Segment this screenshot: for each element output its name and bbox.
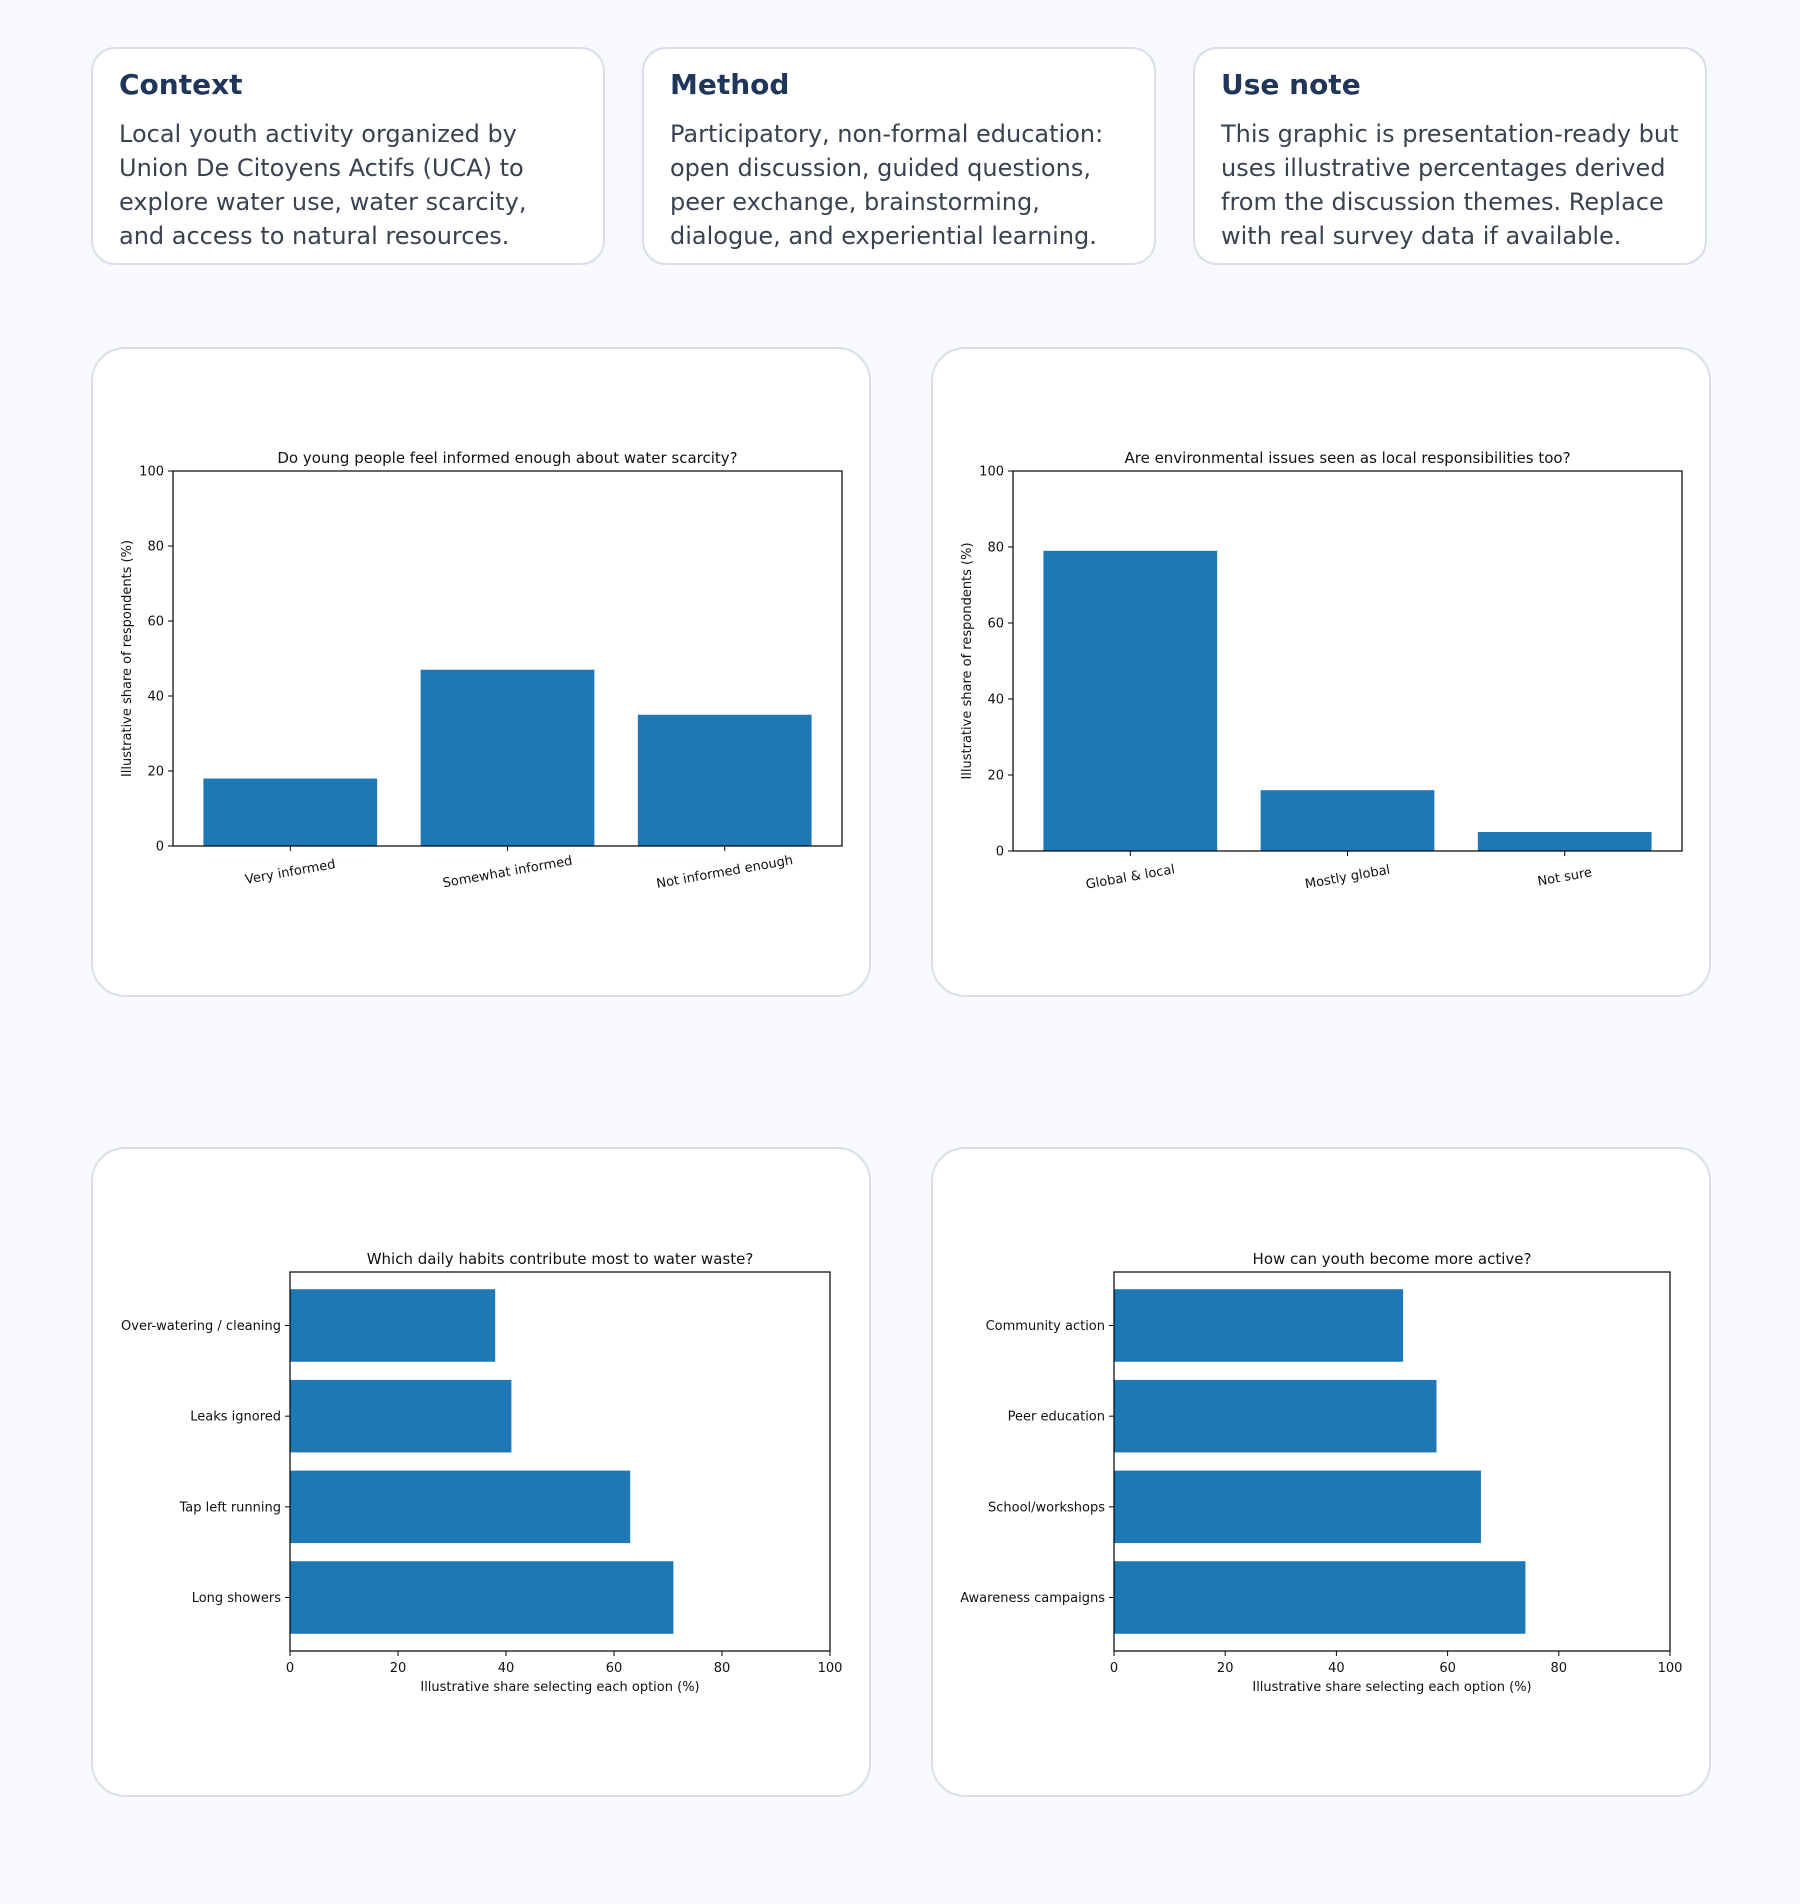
plot-frame (1113, 1271, 1671, 1652)
x-tick-label: 100 (1658, 1661, 1683, 1676)
bar (1477, 832, 1652, 851)
y-tick-label: Tap left running (179, 1500, 282, 1515)
bar (637, 714, 812, 846)
y-tick-label: 20 (147, 765, 164, 780)
chart-card-informed: Do young people feel informed enough abo… (91, 347, 871, 997)
chart-card-habits: Which daily habits contribute most to wa… (91, 1147, 871, 1797)
x-tick-label: 20 (1217, 1661, 1234, 1676)
method-text: Participatory, non-formal education: ope… (670, 120, 1104, 250)
bar (1043, 550, 1218, 851)
x-tick-label: Not informed enough (655, 853, 794, 892)
chart-title: Do young people feel informed enough abo… (277, 449, 737, 467)
bar (1260, 790, 1435, 851)
y-tick-label: Over-watering / cleaning (121, 1319, 281, 1334)
x-tick-label: 20 (390, 1661, 407, 1676)
y-axis-label: Illustrative share of respondents (%) (120, 540, 135, 777)
x-tick-label: Not sure (1536, 865, 1593, 889)
bar (1114, 1289, 1404, 1362)
y-tick-label: 0 (156, 840, 164, 855)
chart-card-youth-action: How can youth become more active? Awarene… (931, 1147, 1711, 1797)
chart-card-responsibility: Are environmental issues seen as local r… (931, 347, 1711, 997)
y-tick-label: Awareness campaigns (960, 1591, 1105, 1606)
bar (290, 1561, 674, 1634)
bar (290, 1289, 496, 1362)
use-note-text: This graphic is presentation-ready but u… (1221, 120, 1679, 250)
x-tick-label: 80 (714, 1661, 731, 1676)
y-tick-label: 80 (147, 540, 164, 555)
y-tick-label: 20 (987, 769, 1004, 784)
y-tick-label: Community action (986, 1319, 1105, 1334)
use-note-card: Use note This graphic is presentation-re… (1193, 47, 1707, 265)
context-card: Context Local youth activity organized b… (91, 47, 605, 265)
chart-title: Which daily habits contribute most to wa… (367, 1250, 754, 1268)
x-tick-label: Very informed (244, 857, 337, 888)
use-note-title: Use note (1221, 68, 1361, 101)
x-axis-label: Illustrative share selecting each option… (1252, 1680, 1531, 1695)
x-tick-label: 0 (286, 1661, 294, 1676)
bar (290, 1470, 631, 1544)
chart-title: How can youth become more active? (1253, 1250, 1532, 1268)
plot-frame (289, 1271, 831, 1652)
bar (290, 1379, 512, 1453)
y-tick-label: 60 (147, 615, 164, 630)
x-tick-label: 40 (1328, 1661, 1345, 1676)
x-tick-label: 60 (1439, 1661, 1456, 1676)
bar (420, 669, 595, 846)
y-tick-label: School/workshops (988, 1500, 1105, 1515)
plot-frame (1012, 470, 1683, 852)
bar (1114, 1379, 1437, 1453)
x-tick-label: Somewhat informed (442, 854, 574, 892)
y-tick-label: 40 (987, 693, 1004, 708)
y-tick-label: 40 (147, 690, 164, 705)
y-axis-label: Illustrative share of respondents (%) (960, 542, 975, 779)
y-tick-label: 0 (996, 845, 1004, 860)
y-tick-label: 80 (987, 541, 1004, 556)
x-tick-label: Global & local (1085, 862, 1176, 892)
plot-frame (172, 470, 843, 847)
x-tick-label: 80 (1551, 1661, 1568, 1676)
y-tick-label: 100 (979, 465, 1004, 480)
y-tick-label: Peer education (1008, 1410, 1105, 1425)
chart-informed: Do young people feel informed enough abo… (120, 449, 843, 892)
method-card: Method Participatory, non-formal educati… (642, 47, 1156, 265)
bar (1114, 1470, 1481, 1544)
bar (1114, 1561, 1526, 1634)
context-text: Local youth activity organized by Union … (119, 120, 527, 250)
chart-youth-action: How can youth become more active? Awarene… (960, 1250, 1683, 1695)
x-tick-label: Mostly global (1304, 863, 1391, 893)
context-title: Context (119, 68, 243, 101)
y-tick-label: Long showers (192, 1591, 282, 1606)
x-tick-label: 100 (818, 1661, 843, 1676)
y-tick-label: Leaks ignored (190, 1410, 281, 1425)
x-tick-label: 60 (606, 1661, 623, 1676)
y-tick-label: 100 (139, 465, 164, 480)
chart-responsibility: Are environmental issues seen as local r… (960, 449, 1683, 893)
chart-habits: Which daily habits contribute most to wa… (121, 1250, 843, 1695)
method-title: Method (670, 68, 790, 101)
chart-title: Are environmental issues seen as local r… (1124, 449, 1570, 467)
y-tick-label: 60 (987, 617, 1004, 632)
x-tick-label: 0 (1110, 1661, 1118, 1676)
bar (203, 778, 378, 846)
x-axis-label: Illustrative share selecting each option… (420, 1680, 699, 1695)
x-tick-label: 40 (498, 1661, 515, 1676)
